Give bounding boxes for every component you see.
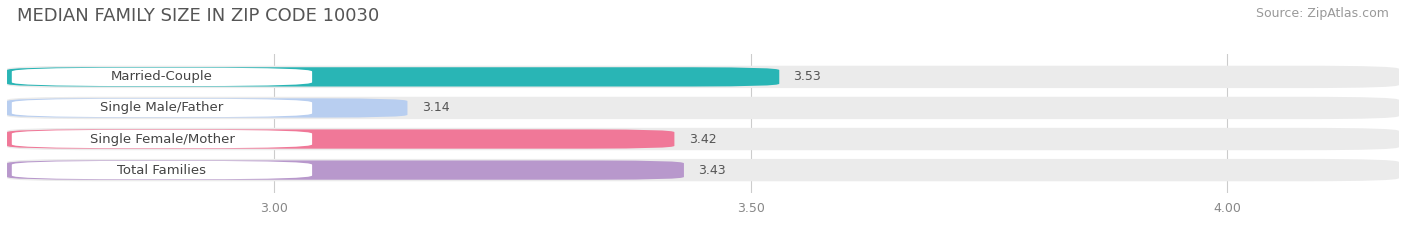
Text: Total Families: Total Families	[118, 164, 207, 177]
FancyBboxPatch shape	[7, 161, 683, 180]
FancyBboxPatch shape	[7, 159, 1399, 181]
Text: Source: ZipAtlas.com: Source: ZipAtlas.com	[1256, 7, 1389, 20]
FancyBboxPatch shape	[11, 130, 312, 148]
FancyBboxPatch shape	[11, 161, 312, 179]
FancyBboxPatch shape	[7, 98, 408, 118]
Text: 3.14: 3.14	[422, 101, 450, 114]
Text: Single Male/Father: Single Male/Father	[100, 101, 224, 114]
Text: 3.53: 3.53	[793, 70, 821, 83]
Text: Single Female/Mother: Single Female/Mother	[90, 133, 235, 146]
FancyBboxPatch shape	[7, 97, 1399, 119]
Text: Married-Couple: Married-Couple	[111, 70, 212, 83]
FancyBboxPatch shape	[7, 129, 675, 149]
FancyBboxPatch shape	[11, 68, 312, 86]
FancyBboxPatch shape	[7, 67, 779, 86]
Text: 3.43: 3.43	[699, 164, 725, 177]
FancyBboxPatch shape	[7, 128, 1399, 150]
FancyBboxPatch shape	[7, 66, 1399, 88]
FancyBboxPatch shape	[11, 99, 312, 117]
Text: MEDIAN FAMILY SIZE IN ZIP CODE 10030: MEDIAN FAMILY SIZE IN ZIP CODE 10030	[17, 7, 380, 25]
Text: 3.42: 3.42	[689, 133, 716, 146]
